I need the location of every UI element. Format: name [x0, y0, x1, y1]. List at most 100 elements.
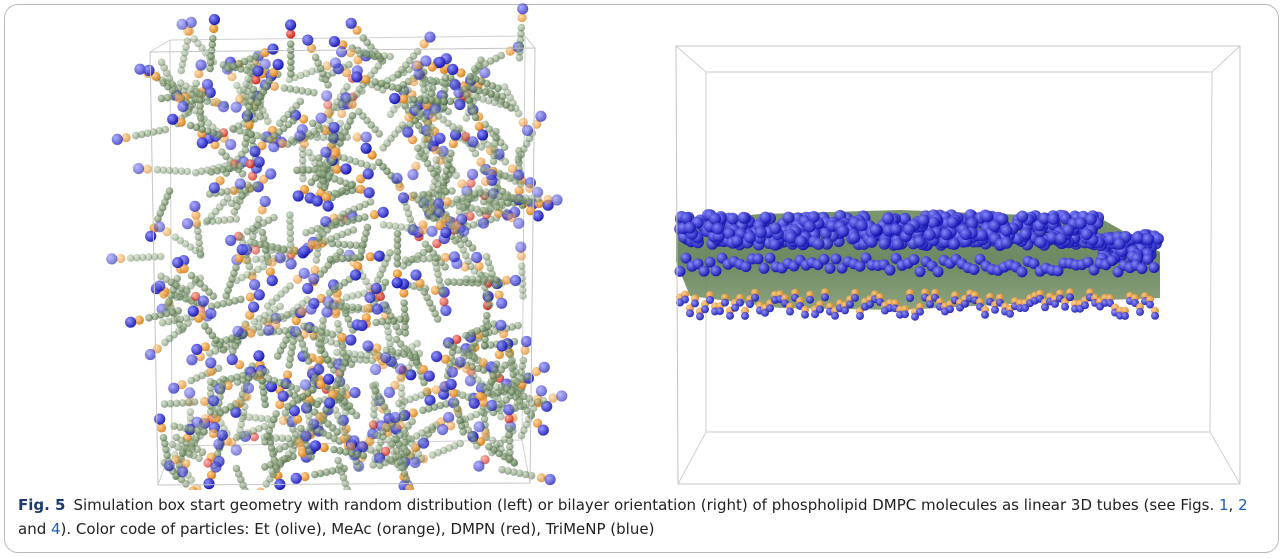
- particle-et: [165, 299, 173, 307]
- particle-trimenp: [675, 266, 686, 277]
- particle-et: [398, 384, 406, 392]
- particle-trimenp: [458, 226, 469, 237]
- particle-et: [309, 120, 317, 128]
- particle-et: [466, 73, 474, 81]
- particle-head: [399, 288, 408, 297]
- particle-et: [493, 360, 501, 368]
- particle-et: [329, 331, 337, 339]
- particle-et: [317, 347, 325, 355]
- particle-trimenp: [901, 310, 909, 318]
- particle-trimenp: [878, 238, 890, 250]
- bilayer: [674, 209, 1164, 321]
- particle-et: [252, 182, 260, 190]
- particle-et: [348, 182, 356, 190]
- particle-et: [315, 234, 323, 242]
- particle-et: [182, 480, 190, 488]
- particle-trimenp: [1137, 263, 1148, 274]
- particle-trimenp: [819, 254, 830, 265]
- particle-et: [403, 475, 411, 483]
- particle-et: [233, 82, 241, 90]
- particle-trimenp: [753, 253, 764, 264]
- figure-reference[interactable]: 1: [1219, 496, 1229, 514]
- particle-head: [399, 94, 408, 103]
- particle-head: [537, 473, 546, 482]
- particle-head: [502, 276, 511, 285]
- particle-et: [370, 411, 378, 419]
- random-particles: [106, 3, 567, 490]
- particle-et: [188, 272, 196, 280]
- particle-trimenp: [398, 192, 409, 203]
- particle-trimenp: [361, 143, 372, 154]
- particle-et: [534, 195, 542, 203]
- particle-head: [419, 226, 428, 235]
- particle-trimenp: [696, 312, 704, 320]
- particle-et: [515, 110, 523, 118]
- particle-et: [355, 108, 363, 116]
- particle-head: [279, 416, 288, 425]
- particle-et: [287, 40, 295, 48]
- particle-et: [171, 86, 179, 94]
- particle-trimenp: [241, 244, 252, 255]
- particle-trimenp: [1061, 303, 1069, 311]
- particle-trimenp: [786, 308, 794, 316]
- particle-head: [116, 254, 125, 263]
- particle-trimenp: [536, 385, 547, 396]
- particle-trimenp: [112, 134, 123, 145]
- particle-trimenp: [329, 36, 340, 47]
- particle-trimenp: [976, 229, 988, 241]
- particle-trimenp: [154, 414, 165, 425]
- particle-head: [449, 139, 458, 148]
- particle-trimenp: [125, 317, 136, 328]
- particle-et: [428, 423, 436, 431]
- particle-trimenp: [545, 474, 556, 485]
- particle-trimenp: [267, 44, 278, 55]
- particle-et: [183, 288, 191, 296]
- particle-trimenp: [265, 168, 276, 179]
- particle-trimenp: [969, 264, 980, 275]
- particle-et: [438, 288, 446, 296]
- particle-et: [355, 304, 363, 312]
- particle-et: [452, 172, 460, 180]
- particle-et: [237, 296, 245, 304]
- particle-et: [224, 194, 232, 202]
- particle-trimenp: [916, 308, 924, 316]
- particle-trimenp: [447, 64, 458, 75]
- particle-trimenp: [420, 55, 431, 66]
- particle-trimenp: [389, 93, 400, 104]
- particle-trimenp: [364, 187, 375, 198]
- particle-et: [343, 294, 351, 302]
- particle-et: [218, 148, 226, 156]
- particle-head: [505, 414, 514, 423]
- particle-trimenp: [909, 254, 920, 265]
- particle-et: [285, 361, 293, 369]
- particle-trimenp: [410, 269, 421, 280]
- particle-trimenp: [933, 266, 944, 277]
- particle-trimenp: [981, 210, 993, 222]
- particle-trimenp: [350, 269, 361, 280]
- particle-trimenp: [106, 253, 117, 264]
- particle-trimenp: [989, 220, 1001, 232]
- particle-et: [345, 61, 353, 69]
- particle-et: [442, 74, 450, 82]
- figure-reference[interactable]: 2: [1238, 496, 1248, 514]
- particle-trimenp: [414, 69, 425, 80]
- particle-trimenp: [418, 438, 429, 449]
- particle-trimenp: [443, 412, 454, 423]
- particle-trimenp: [496, 340, 507, 351]
- particle-et: [506, 425, 514, 433]
- particle-et: [419, 407, 427, 415]
- particle-head: [518, 13, 527, 22]
- particle-trimenp: [205, 357, 216, 368]
- particle-trimenp: [454, 99, 465, 110]
- particle-trimenp: [1146, 301, 1154, 309]
- particle-trimenp: [1020, 228, 1032, 240]
- particle-et: [333, 104, 341, 112]
- particle-head: [323, 100, 332, 109]
- particle-et: [517, 180, 525, 188]
- particle-et: [190, 35, 198, 43]
- particle-et: [414, 144, 422, 152]
- particle-head: [515, 186, 524, 195]
- figure-reference[interactable]: 4: [51, 520, 61, 538]
- particle-trimenp: [903, 223, 915, 235]
- particle-trimenp: [517, 3, 528, 14]
